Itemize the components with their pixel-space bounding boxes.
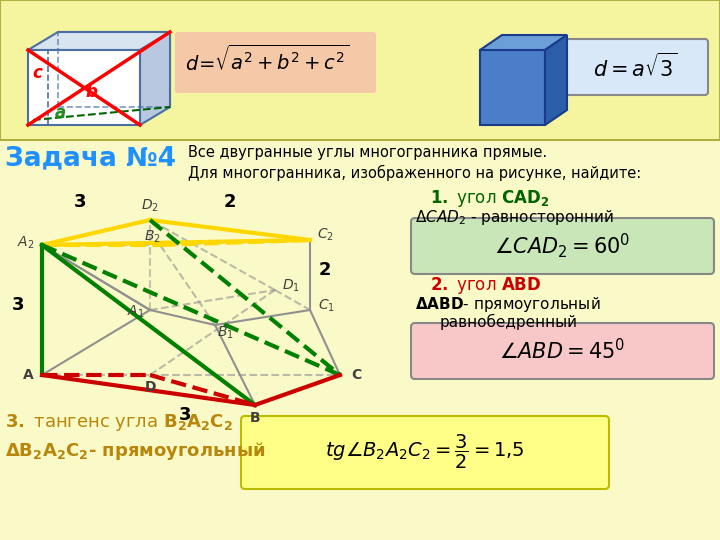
Text: C: C — [351, 368, 361, 382]
FancyBboxPatch shape — [241, 416, 609, 489]
Text: Задача №4: Задача №4 — [5, 145, 176, 171]
Text: $A_1$: $A_1$ — [127, 304, 145, 320]
Text: $A_2$: $A_2$ — [17, 235, 35, 251]
Text: равнобедренный: равнобедренный — [440, 314, 578, 330]
Text: $\Delta CAD_2$ - равносторонний: $\Delta CAD_2$ - равносторонний — [415, 208, 614, 227]
Polygon shape — [28, 32, 170, 50]
Text: 3: 3 — [73, 193, 86, 211]
Text: $\mathbf{3.}$ тангенс угла $\mathbf{B_2A_2C_2}$: $\mathbf{3.}$ тангенс угла $\mathbf{B_2A… — [5, 412, 233, 433]
Text: $D_1$: $D_1$ — [282, 278, 300, 294]
Text: 3: 3 — [179, 406, 192, 424]
FancyBboxPatch shape — [411, 323, 714, 379]
Text: 3: 3 — [12, 296, 24, 314]
Text: $\angle CAD_2 = 60^0$: $\angle CAD_2 = 60^0$ — [494, 232, 630, 260]
Text: a: a — [55, 104, 66, 122]
Text: $tg\angle B_2A_2C_2=\dfrac{3}{2}=1{,}5$: $tg\angle B_2A_2C_2=\dfrac{3}{2}=1{,}5$ — [325, 433, 525, 471]
Text: $d\!=\!\sqrt{a^2+b^2+c^2}$: $d\!=\!\sqrt{a^2+b^2+c^2}$ — [185, 45, 349, 75]
Polygon shape — [58, 32, 170, 107]
Text: B: B — [250, 411, 261, 425]
Polygon shape — [28, 50, 140, 125]
Text: $\mathbf{2.}$ угол $\mathbf{ABD}$: $\mathbf{2.}$ угол $\mathbf{ABD}$ — [430, 275, 541, 296]
Text: $\mathbf{\Delta ABD}$- прямоугольный: $\mathbf{\Delta ABD}$- прямоугольный — [415, 295, 600, 314]
Text: A: A — [22, 368, 33, 382]
Polygon shape — [480, 50, 545, 125]
Text: $B_1$: $B_1$ — [217, 325, 233, 341]
Text: D: D — [144, 380, 156, 394]
Text: $d=a\sqrt{3}$: $d=a\sqrt{3}$ — [593, 53, 678, 81]
Text: $C_1$: $C_1$ — [318, 298, 335, 314]
Bar — [0, 0, 720, 140]
FancyBboxPatch shape — [562, 39, 708, 95]
Polygon shape — [480, 35, 567, 50]
Text: $D_2$: $D_2$ — [141, 198, 159, 214]
Text: $\mathbf{\Delta B_2A_2C_2}$- прямоугольный: $\mathbf{\Delta B_2A_2C_2}$- прямоугольн… — [5, 440, 266, 462]
Text: b: b — [85, 83, 97, 101]
Text: 2: 2 — [319, 261, 331, 279]
Text: $\mathbf{1.}$ угол $\mathbf{CAD_2}$: $\mathbf{1.}$ угол $\mathbf{CAD_2}$ — [430, 188, 549, 209]
FancyBboxPatch shape — [411, 218, 714, 274]
Text: $B_2$: $B_2$ — [143, 229, 161, 245]
Text: c: c — [32, 64, 42, 82]
Polygon shape — [140, 32, 170, 125]
FancyBboxPatch shape — [175, 32, 376, 93]
Polygon shape — [545, 35, 567, 125]
Text: Все двугранные углы многогранника прямые.: Все двугранные углы многогранника прямые… — [188, 145, 547, 160]
Text: $C_2$: $C_2$ — [317, 227, 333, 243]
Text: 2: 2 — [224, 193, 236, 211]
Text: Для многогранника, изображенного на рисунке, найдите:: Для многогранника, изображенного на рису… — [188, 165, 642, 181]
Text: $\angle ABD = 45^0$: $\angle ABD = 45^0$ — [499, 339, 625, 363]
